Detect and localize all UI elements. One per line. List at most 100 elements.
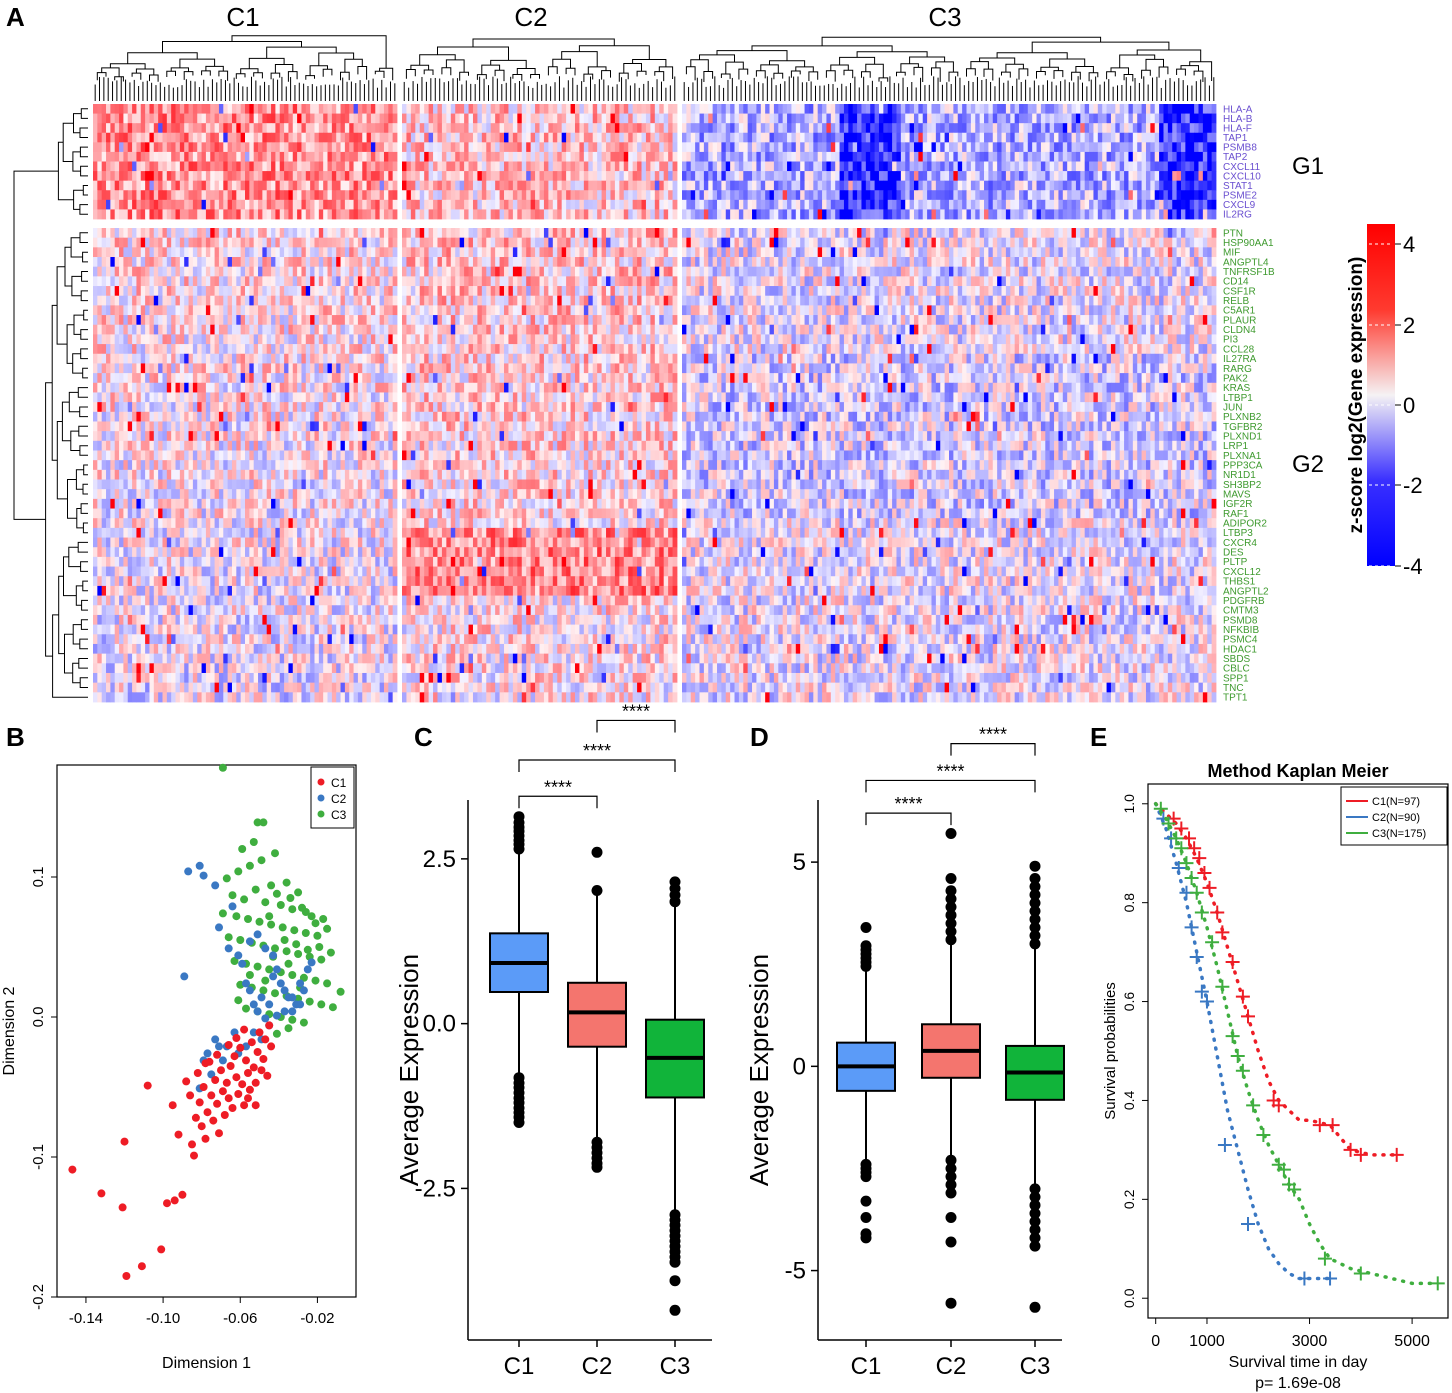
heat-cell	[1176, 180, 1182, 191]
heat-cell	[245, 161, 250, 172]
heat-cell	[218, 392, 224, 403]
heat-cell	[583, 104, 589, 114]
heat-cell	[214, 305, 220, 316]
heat-cell	[1115, 180, 1121, 191]
heat-cell	[997, 151, 1002, 162]
heat-cell	[944, 209, 950, 220]
heat-cell	[314, 237, 320, 248]
heat-cell	[145, 199, 150, 210]
heat-cell	[171, 373, 176, 384]
heat-cell	[628, 209, 634, 220]
heat-cell	[1032, 113, 1037, 124]
heat-cell	[253, 276, 259, 287]
heat-cell	[477, 161, 483, 172]
heat-cell	[637, 171, 642, 182]
heat-cell	[944, 104, 950, 114]
heat-cell	[93, 305, 98, 316]
heat-cell	[1023, 199, 1029, 210]
heat-cell	[140, 324, 146, 335]
heat-cell	[1110, 132, 1116, 143]
row-dendro-merge	[80, 503, 88, 514]
heat-cell	[106, 315, 111, 326]
heat-cell	[1097, 104, 1103, 114]
heat-cell	[848, 142, 854, 153]
heat-cell	[826, 161, 832, 172]
heat-cell	[97, 237, 103, 248]
heat-cell	[262, 276, 268, 287]
heat-cell	[817, 190, 823, 201]
heat-cell	[127, 286, 133, 297]
heat-cell	[201, 421, 207, 432]
heat-cell	[778, 142, 784, 153]
heat-cell	[940, 132, 946, 143]
heat-cell	[305, 228, 311, 239]
heat-cell	[1180, 209, 1186, 220]
heat-cell	[1163, 161, 1169, 172]
heat-cell	[835, 199, 840, 210]
heat-cell	[962, 123, 967, 134]
heat-cell	[588, 161, 594, 172]
heat-cell	[804, 190, 810, 201]
heat-cell	[878, 113, 884, 124]
heat-cell	[1211, 161, 1217, 172]
heat-cell	[258, 315, 263, 326]
heat-cell	[900, 104, 906, 114]
heat-cell	[1102, 199, 1107, 210]
heat-cell	[468, 171, 474, 182]
heat-cell	[883, 104, 889, 114]
heat-cell	[769, 151, 775, 162]
heat-cell	[119, 132, 124, 143]
heat-cell	[632, 142, 638, 153]
heat-cell	[271, 392, 276, 403]
heat-cell	[988, 113, 994, 124]
heat-cell	[695, 123, 700, 134]
heat-cell	[323, 392, 328, 403]
heat-cell	[123, 353, 129, 364]
heat-cell	[756, 142, 762, 153]
heat-cell	[275, 305, 281, 316]
heat-cell	[765, 161, 770, 172]
heat-cell	[279, 421, 285, 432]
heat-cell	[791, 190, 797, 201]
heat-cell	[292, 228, 298, 239]
heat-cell	[240, 276, 246, 287]
heat-cell	[795, 151, 801, 162]
heat-cell	[284, 247, 289, 258]
heat-cell	[1049, 113, 1055, 124]
heat-cell	[588, 190, 594, 201]
heat-cell	[1102, 113, 1107, 124]
heat-cell	[1150, 151, 1156, 162]
heat-cell	[628, 180, 634, 191]
heat-cell	[392, 257, 398, 268]
heat-cell	[1062, 113, 1068, 124]
heat-cell	[179, 411, 185, 422]
heat-cell	[843, 142, 849, 153]
heat-cell	[992, 199, 998, 210]
heat-cell	[192, 132, 198, 143]
heat-cell	[1093, 171, 1099, 182]
heat-cell	[340, 373, 346, 384]
heat-cell	[437, 142, 443, 153]
heat-cell	[1163, 209, 1169, 220]
heat-cell	[266, 180, 272, 191]
heat-cell	[110, 421, 116, 432]
heat-cell	[227, 151, 233, 162]
heat-cell	[344, 171, 350, 182]
heat-cell	[110, 104, 116, 114]
heat-cell	[672, 180, 678, 191]
heat-cell	[197, 266, 202, 277]
heat-cell	[940, 113, 946, 124]
heat-cell	[171, 199, 176, 210]
heat-cell	[472, 180, 478, 191]
heat-cell	[388, 295, 394, 306]
heat-cell	[887, 190, 893, 201]
heat-cell	[1202, 132, 1208, 143]
heat-cell	[773, 132, 779, 143]
heat-cell	[392, 247, 398, 258]
heat-cell	[1049, 142, 1055, 153]
heat-cell	[258, 363, 263, 374]
heat-cell	[931, 190, 937, 201]
heat-cell	[668, 151, 673, 162]
heat-cell	[1141, 113, 1147, 124]
heat-cell	[659, 161, 665, 172]
